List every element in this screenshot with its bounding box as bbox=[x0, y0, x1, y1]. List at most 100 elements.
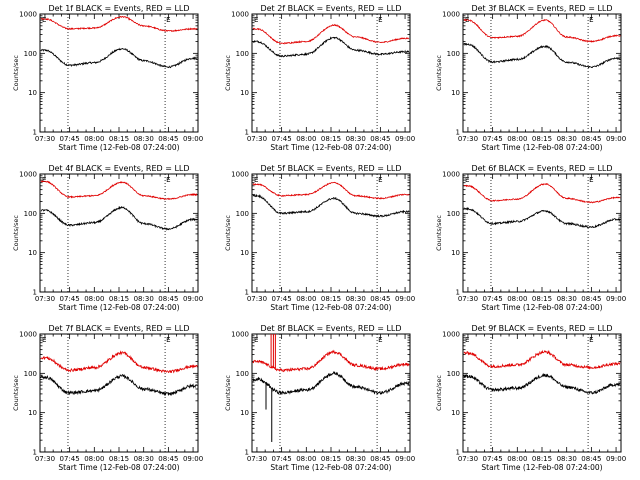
y-tick-label: 100 bbox=[447, 210, 460, 218]
series-lld-line bbox=[40, 350, 198, 374]
series-lld-line bbox=[40, 15, 198, 33]
x-tick-label: 07:30 bbox=[458, 295, 478, 303]
series-events-line bbox=[463, 372, 621, 395]
x-tick-label: 08:00 bbox=[84, 135, 104, 143]
x-tick-label: 08:15 bbox=[109, 295, 129, 303]
y-axis-label: Counts/sec bbox=[224, 55, 232, 91]
x-tick-label: 09:00 bbox=[395, 295, 415, 303]
panel-6: Det 6f BLACK = Events, RED = LLD 1 10 100 10… bbox=[435, 164, 626, 312]
x-tick-label: 08:15 bbox=[321, 295, 341, 303]
y-tick-label: 10 bbox=[240, 89, 249, 97]
e-marker: E bbox=[589, 176, 593, 184]
x-tick-label: 08:45 bbox=[158, 135, 178, 143]
y-axis-label: Counts/sec bbox=[224, 215, 232, 251]
series-events-line bbox=[463, 42, 621, 69]
x-tick-label: 07:30 bbox=[247, 455, 267, 463]
series-events-line bbox=[252, 193, 410, 219]
y-tick-label: 1000 bbox=[19, 11, 37, 19]
series-lld-line bbox=[252, 23, 410, 45]
y-tick-label: 100 bbox=[24, 370, 37, 378]
x-tick-label: 08:30 bbox=[346, 135, 366, 143]
y-tick-label: 1000 bbox=[19, 331, 37, 339]
panel-title: Det 2f BLACK = Events, RED = LLD bbox=[260, 4, 401, 13]
x-axis-label: Start Time (12-Feb-08 07:24:00) bbox=[481, 463, 602, 472]
x-tick-label: 08:30 bbox=[557, 295, 577, 303]
e-marker: E bbox=[166, 176, 170, 184]
x-tick-label: 08:30 bbox=[134, 295, 154, 303]
panel-5: Det 5f BLACK = Events, RED = LLD 1 10 100 10… bbox=[224, 164, 415, 312]
e-marker: E bbox=[378, 176, 382, 184]
x-tick-label: 08:15 bbox=[532, 295, 552, 303]
panel-4: Det 4f BLACK = Events, RED = LLD 1 10 100 10… bbox=[12, 164, 203, 312]
panel-3: Det 3f BLACK = Events, RED = LLD 1 10 100 10… bbox=[435, 4, 626, 152]
x-tick-label: 09:00 bbox=[606, 295, 626, 303]
y-tick-label: 1 bbox=[245, 289, 249, 297]
y-tick-label: 1000 bbox=[231, 11, 249, 19]
x-tick-label: 08:30 bbox=[134, 135, 154, 143]
y-axis-label: Counts/sec bbox=[12, 55, 20, 91]
y-axis-label: Counts/sec bbox=[435, 375, 443, 411]
panel-title: Det 5f BLACK = Events, RED = LLD bbox=[260, 164, 401, 173]
panel-7: Det 7f BLACK = Events, RED = LLD 1 10 100 10… bbox=[12, 324, 203, 472]
series-lld-line bbox=[463, 18, 621, 43]
x-axis-label: Start Time (12-Feb-08 07:24:00) bbox=[58, 303, 179, 312]
x-axis-label: Start Time (12-Feb-08 07:24:00) bbox=[58, 143, 179, 152]
x-tick-label: 07:45 bbox=[60, 295, 80, 303]
panel-title: Det 7f BLACK = Events, RED = LLD bbox=[48, 324, 189, 333]
x-tick-label: 08:15 bbox=[532, 455, 552, 463]
y-axis-label: Counts/sec bbox=[435, 55, 443, 91]
y-tick-label: 1 bbox=[245, 129, 249, 137]
e-marker: E bbox=[465, 336, 469, 344]
y-tick-label: 10 bbox=[240, 249, 249, 257]
y-tick-label: 1 bbox=[456, 129, 460, 137]
x-tick-label: 08:00 bbox=[507, 135, 527, 143]
x-tick-label: 07:45 bbox=[60, 135, 80, 143]
x-axis-label: Start Time (12-Feb-08 07:24:00) bbox=[58, 463, 179, 472]
y-tick-label: 1 bbox=[33, 289, 37, 297]
x-tick-label: 08:45 bbox=[581, 295, 601, 303]
x-axis-label: Start Time (12-Feb-08 07:24:00) bbox=[481, 303, 602, 312]
x-tick-label: 08:30 bbox=[557, 455, 577, 463]
y-tick-label: 100 bbox=[24, 50, 37, 58]
e-marker: E bbox=[254, 16, 258, 24]
x-tick-label: 07:30 bbox=[35, 135, 55, 143]
panel-1: Det 1f BLACK = Events, RED = LLD 1 10 100 10… bbox=[12, 4, 203, 152]
y-axis-label: Counts/sec bbox=[435, 215, 443, 251]
e-marker: E bbox=[589, 16, 593, 24]
x-tick-label: 08:15 bbox=[321, 455, 341, 463]
y-tick-label: 10 bbox=[28, 89, 37, 97]
x-tick-label: 07:45 bbox=[272, 135, 292, 143]
x-tick-label: 09:00 bbox=[183, 135, 203, 143]
x-tick-label: 08:30 bbox=[557, 135, 577, 143]
y-axis-label: Counts/sec bbox=[12, 215, 20, 251]
x-axis-label: Start Time (12-Feb-08 07:24:00) bbox=[481, 143, 602, 152]
x-tick-label: 08:15 bbox=[109, 135, 129, 143]
series-events-line bbox=[252, 370, 410, 396]
panel-title: Det 3f BLACK = Events, RED = LLD bbox=[471, 4, 612, 13]
x-tick-label: 08:45 bbox=[370, 295, 390, 303]
y-tick-label: 10 bbox=[451, 89, 460, 97]
x-tick-label: 07:30 bbox=[247, 135, 267, 143]
y-tick-label: 1000 bbox=[442, 171, 460, 179]
x-axis-label: Start Time (12-Feb-08 07:24:00) bbox=[270, 303, 391, 312]
y-tick-label: 1000 bbox=[442, 331, 460, 339]
x-tick-label: 07:30 bbox=[458, 455, 478, 463]
e-marker: E bbox=[42, 336, 46, 344]
e-marker: E bbox=[254, 176, 258, 184]
x-tick-label: 08:45 bbox=[158, 295, 178, 303]
y-tick-label: 100 bbox=[447, 370, 460, 378]
panel-8: Det 8f BLACK = Events, RED = LLD 1 10 100 10… bbox=[224, 324, 415, 472]
y-tick-label: 100 bbox=[236, 210, 249, 218]
e-marker: E bbox=[166, 16, 170, 24]
x-tick-label: 07:30 bbox=[458, 135, 478, 143]
series-lld-line bbox=[463, 349, 621, 370]
x-tick-label: 08:45 bbox=[158, 455, 178, 463]
x-tick-label: 08:00 bbox=[296, 135, 316, 143]
plot-frame bbox=[251, 13, 411, 133]
x-tick-label: 08:15 bbox=[321, 135, 341, 143]
plot-frame bbox=[39, 13, 199, 133]
x-tick-label: 07:45 bbox=[483, 455, 503, 463]
y-tick-label: 100 bbox=[236, 370, 249, 378]
x-tick-label: 07:30 bbox=[35, 455, 55, 463]
